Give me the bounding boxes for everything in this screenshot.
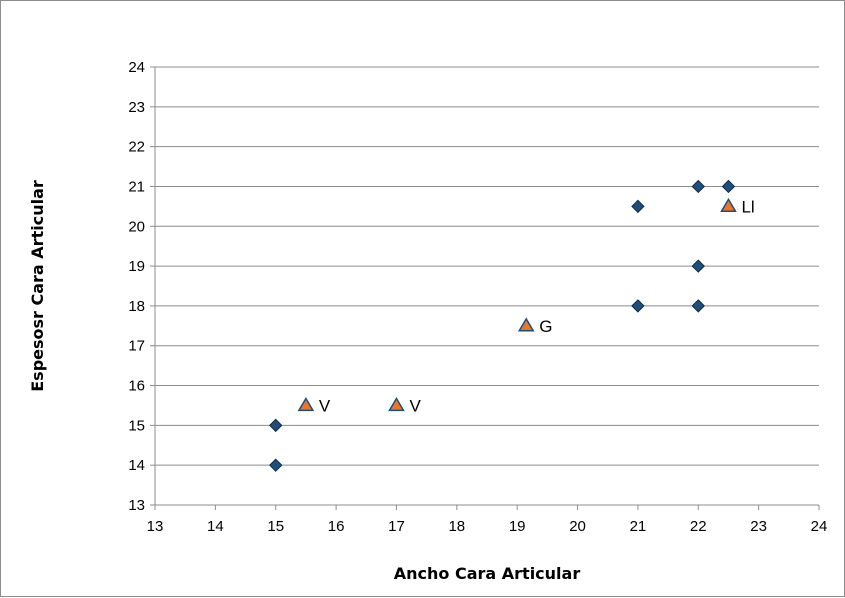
data-points xyxy=(269,179,737,472)
diamond-point xyxy=(691,179,705,194)
y-tick-label: 15 xyxy=(128,417,145,434)
x-tick-label: 21 xyxy=(630,518,647,535)
x-tick-label: 16 xyxy=(328,518,345,535)
x-tick-label: 13 xyxy=(147,518,164,535)
x-tick-label: 22 xyxy=(690,518,707,535)
point-label: G xyxy=(539,317,552,336)
triangle-point xyxy=(388,396,405,412)
y-tick-label: 17 xyxy=(128,338,145,355)
point-labels: V V G Ll xyxy=(319,197,755,415)
diamond-point xyxy=(269,418,283,433)
y-tick-label: 21 xyxy=(128,178,145,195)
x-tick-label: 23 xyxy=(750,518,767,535)
triangle-point xyxy=(720,197,737,213)
y-tick-label: 18 xyxy=(128,298,145,315)
x-tick-label: 18 xyxy=(448,518,465,535)
y-tick-label: 13 xyxy=(128,497,145,514)
point-label: V xyxy=(409,396,421,415)
diamond-point xyxy=(269,458,283,472)
x-tick-label: 24 xyxy=(811,518,828,535)
diamond-point xyxy=(691,299,705,313)
axes xyxy=(150,66,820,510)
y-tick-label: 14 xyxy=(128,457,145,474)
x-axis-title: Ancho Cara Articular xyxy=(394,564,581,583)
point-label: V xyxy=(319,396,331,415)
triangle-point xyxy=(517,317,535,332)
x-tick-labels: 13 14 15 16 17 18 19 20 21 22 23 24 xyxy=(147,518,828,535)
x-tick-label: 17 xyxy=(388,518,405,535)
point-label: Ll xyxy=(741,197,754,216)
y-tick-label: 23 xyxy=(128,99,145,116)
x-tick-label: 20 xyxy=(569,518,586,535)
diamond-point xyxy=(631,299,645,313)
diamond-point xyxy=(631,199,645,214)
y-tick-label: 24 xyxy=(128,59,145,76)
y-tick-label: 20 xyxy=(128,218,145,235)
y-axis-title: Espesosr Cara Articular xyxy=(28,180,47,392)
y-tick-label: 22 xyxy=(128,139,145,156)
x-tick-label: 19 xyxy=(509,518,526,535)
x-tick-label: 14 xyxy=(207,518,224,535)
triangle-point xyxy=(297,396,315,412)
y-tick-label: 16 xyxy=(128,378,145,395)
diamond-point xyxy=(691,259,705,273)
diamond-point xyxy=(721,179,736,194)
y-tick-label: 19 xyxy=(128,258,145,275)
x-tick-label: 15 xyxy=(267,518,284,535)
grid-lines xyxy=(155,66,819,466)
y-tick-labels: 13 14 15 16 17 18 19 20 21 22 23 24 xyxy=(128,59,145,514)
